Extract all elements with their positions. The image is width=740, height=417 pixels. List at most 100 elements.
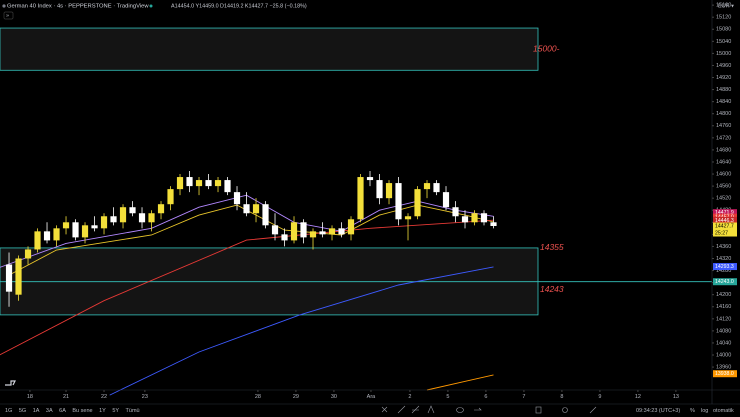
candle-body	[15, 258, 22, 295]
drawing-tools	[381, 405, 597, 414]
candle-body	[119, 207, 127, 223]
y-tick-label: 14760	[716, 123, 731, 129]
candle-body	[24, 249, 32, 259]
range-button[interactable]: 6A	[59, 408, 66, 414]
candle-body	[91, 225, 98, 229]
candle-body	[62, 222, 70, 229]
y-tick-label: 14360	[716, 244, 731, 250]
x-tick-label: 22	[101, 394, 107, 400]
candle-body	[319, 231, 326, 235]
candle-body	[176, 177, 184, 190]
candle-body	[461, 216, 469, 223]
candle-body	[214, 180, 222, 187]
symbol-icon	[2, 4, 6, 8]
y-tick-label: 14640	[716, 159, 731, 165]
tool-icon[interactable]	[397, 405, 406, 414]
y-tick-label: 14280	[716, 268, 731, 274]
tool-icon[interactable]	[535, 406, 542, 414]
range-button[interactable]: 3A	[46, 408, 53, 414]
candle-body	[100, 216, 108, 229]
candle-body	[233, 192, 241, 205]
candle-body	[157, 204, 165, 214]
candle-body	[148, 213, 155, 223]
x-tick-label: 8	[560, 394, 563, 400]
candle-body	[300, 222, 307, 238]
candle-body	[395, 183, 402, 220]
candle-body	[423, 183, 431, 190]
candle-body	[81, 225, 89, 238]
y-tick-label: 15040	[716, 39, 731, 45]
y-tick-label: 14880	[716, 87, 731, 93]
currency[interactable]: EUR ▾	[718, 3, 734, 9]
tool-icon[interactable]	[411, 405, 420, 414]
y-tick-label: 14120	[716, 316, 731, 322]
log-toggle[interactable]: log	[701, 408, 708, 414]
range-button[interactable]: 1G	[5, 408, 12, 414]
candle-body	[72, 222, 79, 238]
tool-icon[interactable]	[456, 407, 464, 413]
price-label: 14427.7	[715, 223, 734, 229]
x-tick-label: 7	[522, 394, 525, 400]
y-tick-label: 14320	[716, 256, 731, 262]
tool-icon[interactable]	[474, 407, 482, 411]
countdown-bg	[713, 229, 737, 237]
y-tick-label: 14920	[716, 75, 731, 81]
x-tick-label: Ara	[367, 394, 377, 400]
candle-body	[376, 180, 383, 199]
range-button[interactable]: 5G	[19, 408, 26, 414]
x-tick-label: 2	[408, 394, 411, 400]
candle-body	[43, 231, 51, 241]
candle-body	[490, 222, 497, 227]
price-label-bg	[713, 216, 737, 224]
candle-body	[414, 189, 421, 217]
candle-body	[290, 222, 298, 241]
y-tick-label: 13960	[716, 365, 731, 371]
x-tick-label: 5	[446, 394, 449, 400]
tool-icon[interactable]	[427, 405, 435, 414]
x-tick-label: 9	[598, 394, 601, 400]
range-button[interactable]: 1Y	[99, 408, 106, 414]
ohlc: A14454.0 Y14459.0 D14419.2 K14427.7 −25.…	[171, 3, 307, 9]
price-label: 14293.3	[715, 264, 734, 270]
candle-body	[471, 213, 478, 223]
candle-body	[328, 228, 336, 235]
candle-body	[167, 189, 174, 205]
candle-body	[224, 180, 231, 193]
range-button[interactable]: Bu sene	[72, 408, 92, 414]
zone	[0, 27, 539, 71]
collapse-icon: »	[6, 13, 9, 19]
candle-body	[110, 216, 117, 223]
candle-body	[347, 219, 355, 235]
range-button[interactable]: 5Y	[112, 408, 119, 414]
candle-body	[385, 183, 393, 199]
candle-body	[271, 225, 279, 235]
price-label-bg	[713, 278, 737, 286]
indicator-line	[109, 266, 494, 396]
x-tick-label: 18	[27, 394, 33, 400]
candle-body	[281, 234, 288, 241]
indicator-line	[0, 219, 494, 356]
tool-icon[interactable]	[562, 407, 568, 413]
price-label: 14446.3	[715, 218, 734, 224]
price-label-bg	[713, 222, 737, 230]
candle-body	[138, 213, 146, 223]
collapse-button[interactable]	[3, 11, 14, 20]
logo	[5, 380, 16, 386]
y-tick-label: 14800	[716, 111, 731, 117]
range-button[interactable]: 1A	[33, 408, 40, 414]
y-tick-label: 14000	[716, 352, 731, 358]
candle-body	[480, 213, 488, 223]
percent-toggle[interactable]: %	[690, 408, 695, 414]
x-tick-label: 13	[673, 394, 679, 400]
auto-toggle[interactable]: otomatik	[713, 408, 734, 414]
candle-body	[252, 204, 260, 214]
tool-icon[interactable]	[589, 406, 597, 414]
level-label: 14243	[540, 284, 564, 294]
y-tick-label: 14680	[716, 147, 731, 153]
countdown: 25:27	[715, 230, 728, 236]
range-button[interactable]: Tümü	[126, 408, 140, 414]
tool-icon[interactable]	[381, 406, 388, 413]
candle-body	[357, 177, 364, 220]
x-tick-label: 28	[255, 394, 261, 400]
